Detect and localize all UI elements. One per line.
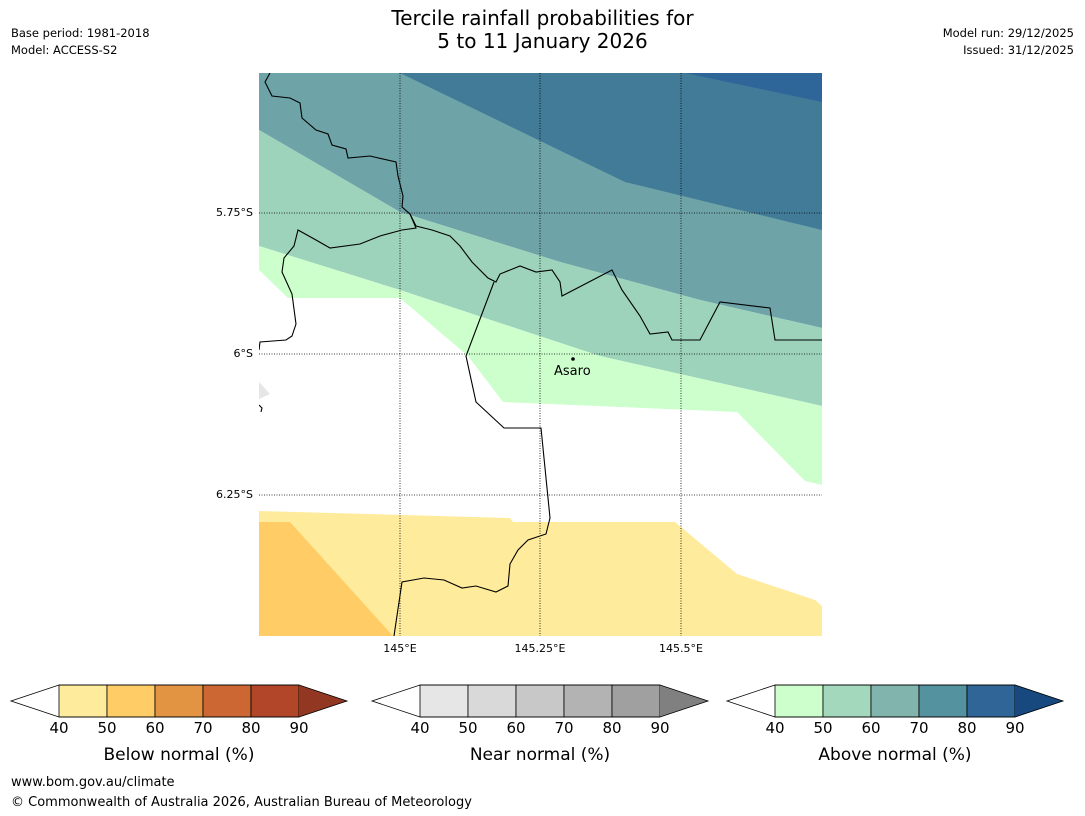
- lat-label-5-75: 5.75°S: [216, 206, 253, 219]
- probability-field: [259, 73, 822, 636]
- below-tick-70: 70: [193, 719, 213, 737]
- colorbar-near-under: [372, 685, 420, 717]
- colorbar-near-over: [660, 685, 708, 717]
- below-normal-40-50-zone: [259, 511, 822, 636]
- lon-label-145-25: 145.25°E: [514, 642, 566, 655]
- footer-url: www.bom.gov.au/climate: [11, 775, 175, 790]
- colorbar-near-b70-80: [563, 684, 613, 718]
- colorbar-below: [9, 684, 349, 718]
- lon-label-145: 145°E: [383, 642, 417, 655]
- colorbar-above-under: [727, 685, 775, 717]
- boundary-south: [393, 281, 551, 636]
- colorbar-above: [725, 684, 1065, 718]
- below-tick-50: 50: [97, 719, 117, 737]
- above-normal-50-60-zone: [259, 130, 822, 406]
- below-tick-90: 90: [289, 719, 309, 737]
- lat-label-6-25: 6.25°S: [216, 488, 253, 501]
- colorbar-below-b60-70: [154, 684, 204, 718]
- place-label-asaro: Asaro: [554, 364, 591, 379]
- below-normal-50-60-zone: [259, 522, 393, 636]
- below-tick-60: 60: [145, 719, 165, 737]
- near-tick-40: 40: [410, 719, 430, 737]
- near-tick-70: 70: [554, 719, 574, 737]
- above-tick-70: 70: [909, 719, 929, 737]
- colorbar-near-outline: [370, 684, 710, 718]
- above-tick-60: 60: [861, 719, 881, 737]
- colorbar-near-b40-50: [419, 684, 469, 718]
- colorbar-near-b50-60: [467, 684, 517, 718]
- base-period: Base period: 1981-2018: [11, 26, 150, 40]
- above-tick-50: 50: [813, 719, 833, 737]
- above-normal-label: Above normal (%): [818, 745, 972, 765]
- colorbar-below-under: [11, 685, 59, 717]
- above-tick-90: 90: [1005, 719, 1025, 737]
- colorbar-below-outline: [9, 684, 349, 718]
- colorbar-below-b40-50: [58, 684, 108, 718]
- footer-copyright: © Commonwealth of Australia 2026, Austra…: [11, 795, 472, 810]
- colorbar-below-b70-80: [202, 684, 252, 718]
- below-normal-label: Below normal (%): [103, 745, 255, 765]
- colorbar-above-over: [1015, 685, 1063, 717]
- colorbar-above-outline: [725, 684, 1065, 718]
- title-line-1: Tercile rainfall probabilities for: [391, 6, 694, 30]
- colorbar-near: [370, 684, 710, 718]
- colorbar-below-over: [299, 685, 347, 717]
- near-tick-90: 90: [650, 719, 670, 737]
- below-tick-80: 80: [241, 719, 261, 737]
- above-normal-80-90-zone: [685, 73, 822, 102]
- lat-label-6: 6°S: [233, 347, 253, 360]
- colorbar-near-b80-90: [611, 684, 661, 718]
- page-title: Tercile rainfall probabilities for 5 to …: [0, 7, 1085, 53]
- model-name: Model: ACCESS-S2: [11, 43, 118, 57]
- asaro-marker: [571, 357, 575, 361]
- model-run: Model run: 29/12/2025: [942, 26, 1074, 40]
- colorbar-above-b70-80: [918, 684, 968, 718]
- above-tick-40: 40: [765, 719, 785, 737]
- above-normal-40-50-zone: [259, 246, 822, 485]
- boundary-central: [409, 213, 822, 341]
- colorbar-above-b50-60: [822, 684, 872, 718]
- boundary-west-fragment: [259, 404, 263, 413]
- colorbar-above-b40-50: [774, 684, 824, 718]
- below-tick-40: 40: [49, 719, 69, 737]
- near-normal-label: Near normal (%): [469, 745, 611, 765]
- lon-label-145-5: 145.5°E: [659, 642, 703, 655]
- colorbar-above-b80-90: [966, 684, 1016, 718]
- near-tick-80: 80: [602, 719, 622, 737]
- near-tick-50: 50: [458, 719, 478, 737]
- near-normal-wedge: [259, 382, 270, 399]
- colorbar-below-b50-60: [106, 684, 156, 718]
- colorbar-below-b80-90: [250, 684, 300, 718]
- issued-date: Issued: 31/12/2025: [963, 43, 1074, 57]
- near-tick-60: 60: [506, 719, 526, 737]
- boundaries: [259, 73, 822, 636]
- title-line-2: 5 to 11 January 2026: [437, 29, 648, 53]
- above-tick-80: 80: [957, 719, 977, 737]
- colorbar-above-b60-70: [870, 684, 920, 718]
- colorbar-near-b60-70: [515, 684, 565, 718]
- above-normal-70-80-zone: [400, 73, 822, 230]
